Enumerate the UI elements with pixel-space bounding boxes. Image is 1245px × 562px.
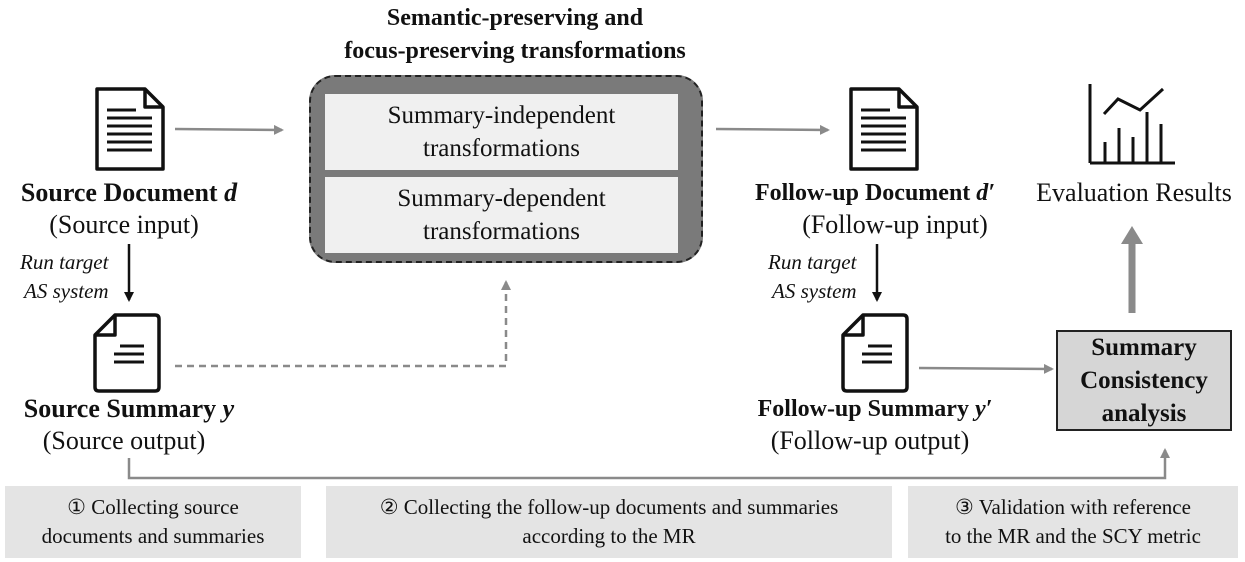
- transformations-title-line1: Semantic-preserving and: [386, 5, 644, 31]
- source-document-label: Source Document d: [20, 178, 238, 207]
- followup-document-symbol: d′: [976, 180, 996, 206]
- summary-consistency-analysis-box: Summary Consistency analysis: [1056, 330, 1232, 431]
- source-summary-caption: (Source output): [42, 426, 206, 455]
- summary-dependent-box: Summary-dependent transformations: [325, 177, 678, 253]
- evaluation-results-label: Evaluation Results: [1036, 178, 1232, 207]
- followup-summary-label: Follow-up Summary y′: [757, 396, 993, 422]
- arrow-source-doc-to-transformations: [174, 124, 284, 135]
- arrow-transformations-to-followup-doc: [715, 124, 830, 135]
- source-document-symbol: d: [224, 178, 238, 207]
- document-short-icon: [841, 313, 909, 393]
- followup-summary-caption: (Follow-up output): [770, 426, 970, 455]
- step-3-label: ③ Validation with reference to the MR an…: [945, 495, 1201, 548]
- document-short-icon: [93, 313, 161, 393]
- document-lines-icon: [849, 87, 919, 171]
- summary-dependent-label: Summary-dependent transformations: [397, 185, 606, 245]
- followup-document-caption: (Follow-up input): [802, 210, 988, 239]
- line-chart-icon: [1088, 84, 1175, 165]
- followup-summary-symbol: y′: [974, 396, 993, 422]
- step-2-label: ② Collecting the follow-up documents and…: [379, 495, 839, 548]
- summary-consistency-analysis-label: Summary Consistency analysis: [1080, 334, 1208, 427]
- step-1-label: ① Collecting source documents and summar…: [41, 495, 265, 548]
- bottom-bracket-line: [127, 448, 1170, 480]
- run-target-label-source-2: AS system: [24, 279, 109, 303]
- transformations-title-line2: focus-preserving transformations: [344, 38, 686, 64]
- document-lines-icon: [95, 87, 165, 171]
- arrow-source-summary-to-transformations: [175, 280, 511, 368]
- step-1-box: ① Collecting source documents and summar…: [5, 486, 301, 558]
- followup-document-label: Follow-up Document d′: [754, 180, 996, 206]
- summary-independent-box: Summary-independent transformations: [325, 94, 678, 170]
- source-document-caption: (Source input): [49, 210, 199, 239]
- summary-independent-label: Summary-independent transformations: [387, 102, 616, 162]
- source-summary-symbol: y: [222, 394, 235, 423]
- step-3-box: ③ Validation with reference to the MR an…: [908, 486, 1238, 558]
- step-2-box: ② Collecting the follow-up documents and…: [326, 486, 892, 558]
- run-target-label-followup-2: AS system: [772, 279, 857, 303]
- arrow-analysis-to-evaluation-head: [1121, 226, 1143, 244]
- run-target-label-followup-1: Run target: [768, 250, 857, 274]
- source-summary-label: Source Summary y: [23, 394, 235, 423]
- run-target-label-source-1: Run target: [20, 250, 109, 274]
- arrow-followup-summary-to-analysis: [918, 363, 1054, 374]
